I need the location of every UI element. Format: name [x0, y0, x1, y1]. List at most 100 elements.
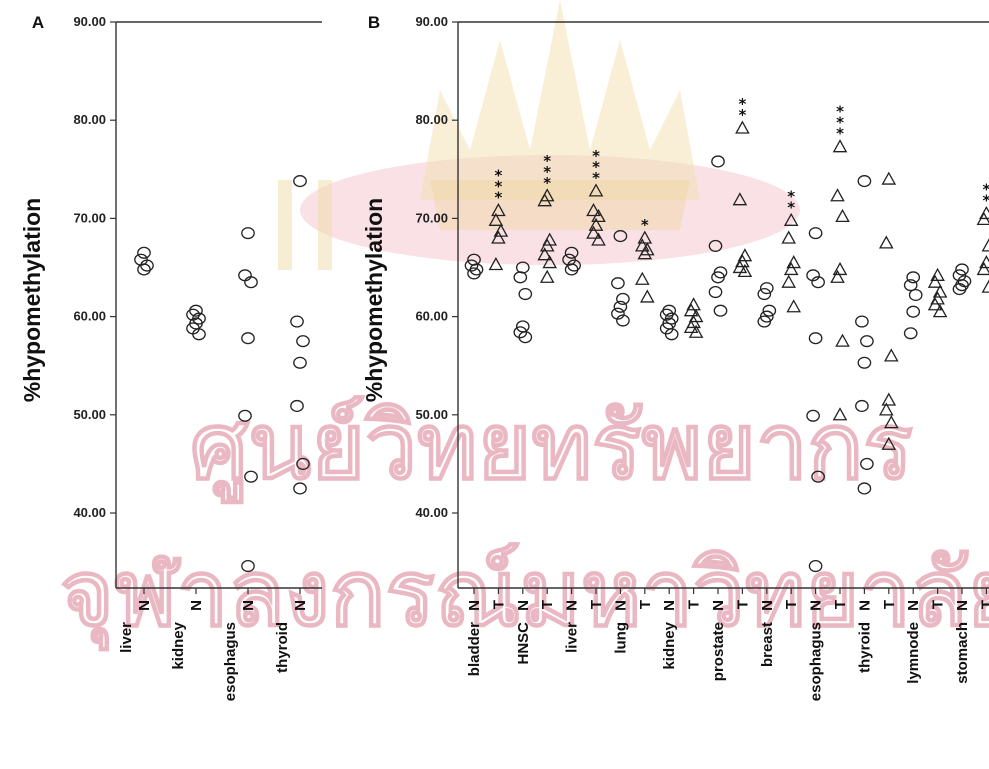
data-point-circle — [806, 269, 820, 282]
data-point-circle — [808, 227, 823, 240]
panel-letter: A — [32, 13, 44, 32]
significance-star: * — [836, 114, 844, 132]
y-axis-label: %hypomethylation — [19, 198, 45, 402]
data-point-triangle — [783, 212, 799, 226]
data-point-triangle — [832, 139, 848, 153]
significance-star: * — [494, 189, 502, 207]
group-label: T — [783, 600, 800, 609]
data-point-circle — [857, 175, 872, 188]
data-point-triangle — [488, 257, 504, 271]
tissue-label: bladder — [466, 622, 483, 676]
significance-star: * — [982, 191, 989, 209]
data-point-circle — [564, 263, 579, 276]
data-point-circle — [518, 287, 533, 301]
data-point-circle — [860, 457, 874, 470]
data-point-circle — [241, 227, 255, 240]
group-label: T — [490, 600, 507, 609]
panel-a: A %hypomethylation 90.00 80.00 70.00 60.00 50.… — [19, 13, 322, 701]
y-tick-label: 40.00 — [415, 505, 448, 520]
data-point-circle — [616, 314, 630, 327]
data-point-triangle — [537, 193, 553, 207]
significance-star: * — [738, 106, 746, 124]
data-point-circle — [613, 230, 628, 243]
data-point-circle — [855, 399, 869, 413]
group-label: N — [661, 600, 678, 611]
significance-star: * — [494, 167, 502, 185]
data-point-triangle — [881, 171, 897, 185]
data-point-triangle — [491, 230, 506, 244]
data-point-circle — [616, 292, 630, 305]
tissue-label: liver — [564, 622, 581, 653]
data-point-circle — [515, 261, 530, 274]
tissue-label: thyroid — [856, 622, 873, 673]
group-label: N — [188, 600, 205, 611]
data-point-triangle — [878, 402, 894, 416]
data-point-circle — [806, 409, 820, 422]
group-label: N — [240, 600, 257, 611]
data-point-triangle — [639, 289, 655, 303]
tissue-label: liver — [118, 622, 135, 653]
panel-letter: B — [368, 13, 380, 32]
data-point-circle — [464, 259, 479, 272]
data-point-circle — [515, 320, 530, 333]
y-tick-label: 60.00 — [415, 309, 448, 324]
data-point-circle — [467, 267, 481, 280]
data-point-circle — [244, 276, 258, 289]
data-point-triangle — [537, 247, 553, 261]
data-point-triangle — [981, 279, 989, 293]
data-point-triangle — [781, 230, 797, 244]
data-point-triangle — [732, 259, 748, 274]
data-point-triangle — [878, 235, 894, 249]
data-point-triangle — [542, 255, 558, 269]
data-point-circle — [711, 271, 725, 284]
data-point-circle — [137, 263, 151, 276]
group-label: N — [564, 600, 581, 611]
data-point-circle — [855, 315, 869, 328]
data-point-triangle — [881, 392, 897, 406]
data-point-triangle — [927, 274, 943, 288]
data-point-circle — [513, 271, 528, 284]
group-label: N — [759, 600, 776, 611]
tissue-label: HNSC — [515, 622, 532, 665]
y-tick-label: 90.00 — [73, 14, 106, 29]
data-point-circle — [952, 283, 967, 296]
significance-star: * — [592, 147, 600, 165]
data-point-circle — [611, 307, 625, 320]
data-point-circle — [808, 332, 823, 345]
tissue-label: breast — [759, 622, 776, 667]
tissue-label: esophagus — [222, 622, 239, 701]
data-point-triangle — [737, 263, 753, 278]
data-point-circle — [908, 288, 923, 302]
data-point-triangle — [832, 407, 848, 421]
data-point-circle — [708, 239, 723, 252]
data-point-circle — [293, 356, 307, 369]
data-point-triangle — [586, 225, 601, 239]
significance-star: * — [543, 152, 551, 170]
data-point-triangle — [927, 297, 943, 311]
panel-b: B %hypomethylation 90.00 80.00 70.00 60.00 50.… — [361, 13, 989, 701]
data-point-triangle — [883, 348, 899, 362]
data-point-circle — [564, 246, 579, 259]
data-point-circle — [759, 282, 774, 295]
significance-star: * — [787, 198, 795, 216]
group-label: T — [978, 600, 989, 609]
tissue-label: kidney — [661, 621, 678, 669]
y-tick-label: 50.00 — [73, 407, 106, 422]
data-point-triangle — [488, 212, 504, 226]
significance-star: * — [836, 125, 844, 143]
data-point-triangle — [932, 304, 948, 318]
significance-star: * — [543, 174, 551, 192]
data-point-circle — [293, 175, 307, 188]
y-axis-label: %hypomethylation — [361, 198, 387, 402]
data-point-triangle — [981, 238, 989, 252]
data-point-triangle — [539, 238, 555, 252]
group-label: T — [588, 600, 605, 609]
tissue-label: lung — [612, 622, 629, 654]
group-label: T — [637, 600, 654, 609]
group-label: N — [808, 600, 825, 611]
data-point-circle — [518, 331, 533, 344]
significance-star: * — [836, 103, 844, 121]
data-point-circle — [808, 559, 823, 573]
data-point-circle — [238, 409, 252, 422]
